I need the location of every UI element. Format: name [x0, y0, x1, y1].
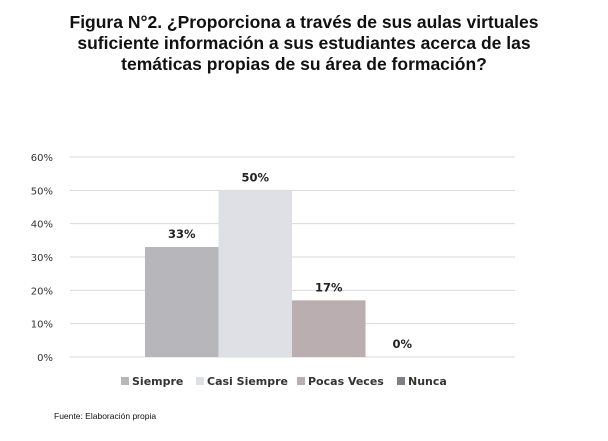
title-line: Figura N°2. ¿Proporciona a través de sus…	[69, 12, 539, 32]
y-tick-label: 20%	[31, 286, 53, 297]
legend-swatch	[397, 377, 405, 385]
data-label: 50%	[241, 170, 269, 184]
data-label: 17%	[315, 280, 343, 294]
legend-swatch	[297, 377, 305, 385]
y-tick-label: 60%	[31, 153, 53, 164]
legend-swatch	[121, 377, 129, 385]
legend-label: Casi Siempre	[207, 375, 288, 388]
data-label: 33%	[168, 227, 196, 241]
legend-label: Siempre	[132, 375, 183, 388]
source-note: Fuente: Elaboración propia	[54, 411, 157, 421]
bar-casi-siempre	[218, 190, 292, 357]
y-tick-label: 30%	[31, 253, 53, 264]
data-label: 0%	[392, 337, 412, 351]
legend-label: Pocas Veces	[308, 375, 384, 388]
y-tick-label: 50%	[31, 186, 53, 197]
legend-swatch	[196, 377, 204, 385]
bar-pocas-veces	[292, 300, 366, 357]
bar-siempre	[145, 247, 219, 357]
y-tick-label: 0%	[37, 353, 53, 364]
chart-title: Figura N°2. ¿Proporciona a través de sus…	[0, 12, 608, 75]
title-line: temáticas propias de su área de formació…	[121, 54, 487, 74]
y-tick-label: 40%	[31, 220, 53, 231]
legend-label: Nunca	[408, 375, 447, 388]
title-line: suficiente información a sus estudiantes…	[77, 33, 531, 53]
y-tick-label: 10%	[31, 320, 53, 331]
